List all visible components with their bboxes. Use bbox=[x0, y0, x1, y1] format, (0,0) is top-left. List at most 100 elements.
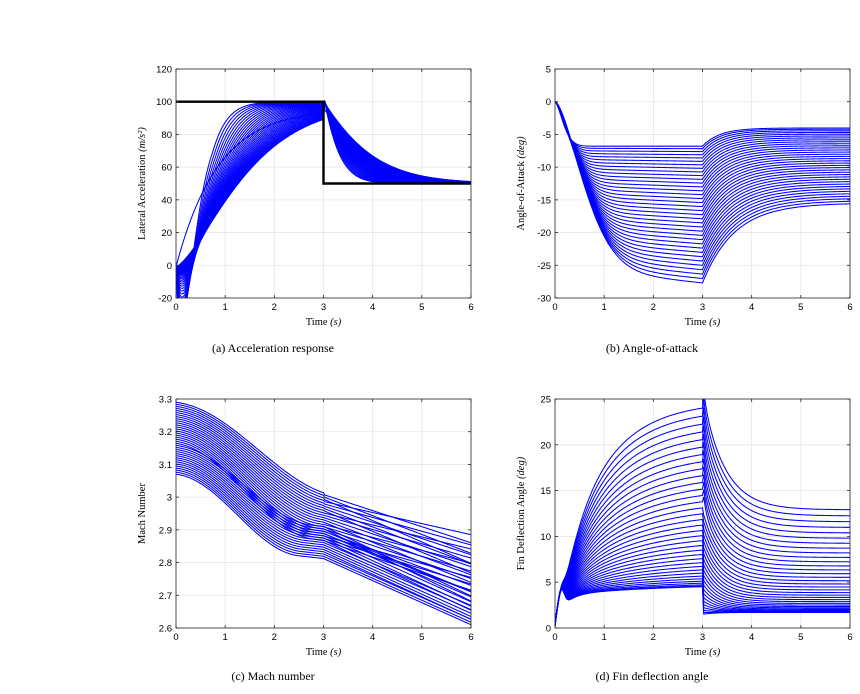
series-line bbox=[555, 399, 850, 627]
series-line bbox=[555, 101, 850, 192]
series-line bbox=[176, 455, 471, 607]
series-line bbox=[555, 101, 850, 204]
y-tick-label: 20 bbox=[540, 440, 551, 451]
series-line bbox=[176, 461, 471, 611]
series-line bbox=[555, 433, 850, 626]
x-tick-label: 4 bbox=[749, 632, 754, 643]
x-axis-unit: (s) bbox=[709, 317, 721, 328]
series-line bbox=[555, 399, 850, 627]
x-tick-label: 2 bbox=[651, 302, 656, 313]
series-line bbox=[555, 101, 850, 169]
chart-mach-number: (c) Mach number 0 1 2 3 4 5 6 2.6 2.7 2.8 2.9 3 3.1 3… bbox=[137, 395, 474, 684]
caption-fin-deflection-angle: (d) Fin deflection angle bbox=[596, 669, 709, 683]
series-line bbox=[555, 101, 850, 224]
x-tick-label: 2 bbox=[272, 302, 277, 313]
x-tick-label: 6 bbox=[468, 302, 473, 313]
y-tick-label: -20 bbox=[158, 294, 172, 305]
x-tick-label: 2 bbox=[651, 632, 656, 643]
y-tick-label: 25 bbox=[540, 395, 551, 406]
series-line bbox=[555, 101, 850, 271]
series-line bbox=[176, 459, 471, 606]
y-tick-label: -25 bbox=[537, 261, 551, 272]
y-axis-label: Angle-of-Attack (deg) bbox=[516, 136, 527, 231]
x-axis-label: Time (s) bbox=[306, 647, 342, 658]
y-axis-label: Mach Number bbox=[137, 483, 148, 544]
series-line bbox=[555, 518, 850, 626]
series-line bbox=[555, 101, 850, 241]
x-axis-label: Time (s) bbox=[685, 647, 721, 658]
series-line bbox=[555, 496, 850, 626]
y-tick-label: 3.2 bbox=[159, 427, 172, 438]
y-tick-label: -30 bbox=[537, 294, 551, 305]
series-line bbox=[555, 101, 850, 166]
y-tick-label: 2.8 bbox=[159, 558, 172, 569]
chart-angle-of-attack: (b) Angle-of-attack 0 1 2 3 4 5 6 -30 -25 -20 -15 -… bbox=[516, 65, 853, 356]
x-tick-label: 6 bbox=[847, 632, 852, 643]
series-line bbox=[555, 101, 850, 245]
y-tick-label: 100 bbox=[156, 97, 172, 108]
series-line bbox=[555, 101, 850, 280]
y-tick-label: 120 bbox=[156, 65, 172, 76]
series-line bbox=[555, 101, 850, 249]
series-group bbox=[555, 101, 850, 284]
x-tick-label: 4 bbox=[370, 632, 375, 643]
series-line bbox=[555, 101, 850, 236]
series-line bbox=[555, 101, 850, 188]
series-line bbox=[555, 513, 850, 626]
series-line bbox=[176, 467, 471, 620]
y-tick-label: 60 bbox=[161, 163, 172, 174]
series-line bbox=[555, 442, 850, 626]
series-line bbox=[176, 412, 471, 556]
series-line bbox=[176, 463, 471, 614]
y-tick-label: -5 bbox=[543, 130, 551, 141]
series-line bbox=[555, 101, 850, 232]
y-tick-label: 2.9 bbox=[159, 525, 172, 536]
chart-acceleration-response: (a) Acceleration response 0 1 2 3 4 5 6-200204… bbox=[137, 65, 474, 356]
series-line bbox=[555, 101, 850, 266]
caption-mach-number: (c) Mach number bbox=[231, 669, 314, 683]
series-line bbox=[176, 414, 471, 565]
series-line bbox=[555, 450, 850, 626]
y-tick-label: 2.6 bbox=[159, 624, 172, 635]
series-line bbox=[176, 465, 471, 618]
series-line bbox=[176, 473, 471, 626]
caption-angle-of-attack: (b) Angle-of-attack bbox=[606, 341, 698, 355]
series-line bbox=[555, 101, 850, 228]
series-line bbox=[176, 420, 471, 559]
series-line bbox=[555, 101, 850, 150]
x-tick-label: 1 bbox=[602, 302, 607, 313]
x-tick-label: 5 bbox=[419, 632, 424, 643]
series-line bbox=[176, 446, 471, 602]
series-line bbox=[176, 405, 471, 564]
y-tick-label: 5 bbox=[546, 65, 551, 76]
y-tick-label: -10 bbox=[537, 163, 551, 174]
x-tick-label: 5 bbox=[798, 632, 803, 643]
x-tick-label: 3 bbox=[321, 632, 326, 643]
series-line bbox=[176, 457, 471, 611]
series-line bbox=[555, 101, 850, 156]
y-tick-label: 10 bbox=[540, 532, 551, 543]
series-line bbox=[555, 507, 850, 626]
x-axis-unit: (s) bbox=[330, 317, 342, 328]
x-tick-label: 3 bbox=[700, 302, 705, 313]
series-line bbox=[176, 471, 471, 623]
x-tick-label: 6 bbox=[468, 632, 473, 643]
series-line bbox=[555, 101, 850, 212]
series-line bbox=[176, 469, 471, 620]
x-tick-label: 3 bbox=[321, 302, 326, 313]
x-tick-label: 0 bbox=[552, 302, 557, 313]
series-line bbox=[176, 444, 471, 597]
reference-command-line bbox=[176, 100, 471, 185]
series-line bbox=[555, 489, 850, 626]
series-line bbox=[555, 407, 850, 626]
series-line bbox=[555, 101, 850, 200]
y-tick-label: -20 bbox=[537, 228, 551, 239]
series-line bbox=[555, 101, 850, 162]
series-line bbox=[555, 101, 850, 220]
series-line bbox=[555, 101, 850, 275]
series-line bbox=[555, 101, 850, 258]
x-tick-label: 0 bbox=[173, 302, 178, 313]
series-line bbox=[555, 101, 850, 159]
x-axis-label: Time (s) bbox=[685, 317, 721, 328]
series-line bbox=[555, 474, 850, 626]
